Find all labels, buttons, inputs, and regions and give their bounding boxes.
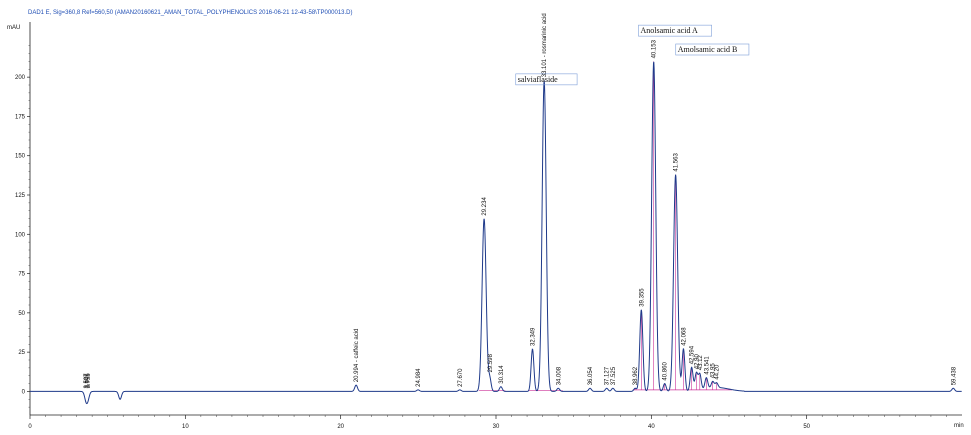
peak-retention-label: 59.438 <box>951 366 957 385</box>
peak-retention-label: 33.101 - rosmarinic acid <box>542 13 548 77</box>
peak-retention-label: 43.541 <box>704 356 710 375</box>
y-tick-label: 125 <box>15 193 26 199</box>
peak-retention-label: 34.008 <box>556 366 562 385</box>
compound-annotation-box <box>675 43 750 56</box>
integration-baseline-layer <box>478 61 733 391</box>
axes-group: 0 25 50 75 100 125 150 175 200 0 10 20 30 40 50 <box>15 22 962 430</box>
peak-retention-label: 42.90 <box>694 354 700 370</box>
x-tick-label: 50 <box>803 424 810 430</box>
y-tick-label: 50 <box>18 311 25 317</box>
y-axis-unit: mAU <box>7 25 21 31</box>
x-tick-label: 40 <box>648 424 655 430</box>
peak-retention-label: 43.12 <box>698 355 704 371</box>
compound-annotation-label: Amolsamic acid B <box>678 45 738 54</box>
peak-retention-label: 3.675 <box>85 373 91 389</box>
peak-retention-label: 42.594 <box>690 345 696 364</box>
peak-retention-label: 44.20 <box>715 364 721 380</box>
y-tick-label: 175 <box>15 114 26 120</box>
peak-retention-label: 3.587 <box>84 373 90 389</box>
peak-retention-label: 29.234 <box>482 197 488 216</box>
peak-retention-label: 37.525 <box>611 366 617 385</box>
peak-retention-label: 36.054 <box>588 366 594 385</box>
signal-description: DAD1 E, Sig=360,8 Ref=560,50 (AMAN201606… <box>28 10 353 16</box>
x-tick-label: 0 <box>28 424 32 430</box>
chromatogram-trace <box>30 61 962 405</box>
peak-retention-label: 39.355 <box>639 288 645 307</box>
peak-retention-label: 27.670 <box>458 368 464 387</box>
compound-annotation-box <box>515 73 578 86</box>
x-tick-label: 20 <box>337 424 344 430</box>
peak-retention-label: 37.127 <box>605 366 611 385</box>
peak-retention-label: 40.860 <box>663 362 669 381</box>
compound-annotation-label: Anolsamic acid A <box>640 26 698 35</box>
peak-retention-label: 24.984 <box>416 368 422 387</box>
compound-annotations-layer: salviaflaside Anolsamic acid A Amolsamic a… <box>515 24 750 86</box>
peak-retention-label: 41.563 <box>674 153 680 172</box>
peak-retention-label: 43.95 <box>711 363 717 379</box>
x-tick-label: 30 <box>493 424 500 430</box>
y-tick-label: 200 <box>15 75 26 81</box>
y-tick-label: 0 <box>22 389 26 395</box>
peak-retention-label: 20.994 - caffeic acid <box>354 329 360 383</box>
y-tick-label: 75 <box>18 272 25 278</box>
compound-annotation-box <box>638 24 712 37</box>
peak-retention-label: 42.068 <box>681 327 687 346</box>
peak-retention-label: 3.755 <box>86 373 92 389</box>
y-tick-label: 100 <box>15 232 26 238</box>
peak-retention-label: 40.153 <box>652 39 658 58</box>
peak-retention-label: 29.598 <box>488 353 494 372</box>
y-tick-label: 25 <box>18 350 25 356</box>
y-tick-label: 150 <box>15 154 26 160</box>
x-tick-label: 10 <box>182 424 189 430</box>
peak-retention-label: 32.349 <box>530 327 536 346</box>
trace-layer <box>30 61 962 405</box>
peak-retention-label: 30.314 <box>499 365 505 384</box>
peak-retention-label: 38.962 <box>633 366 639 385</box>
compound-annotation-label: salviaflaside <box>518 75 558 84</box>
x-axis-unit: min <box>954 423 964 429</box>
